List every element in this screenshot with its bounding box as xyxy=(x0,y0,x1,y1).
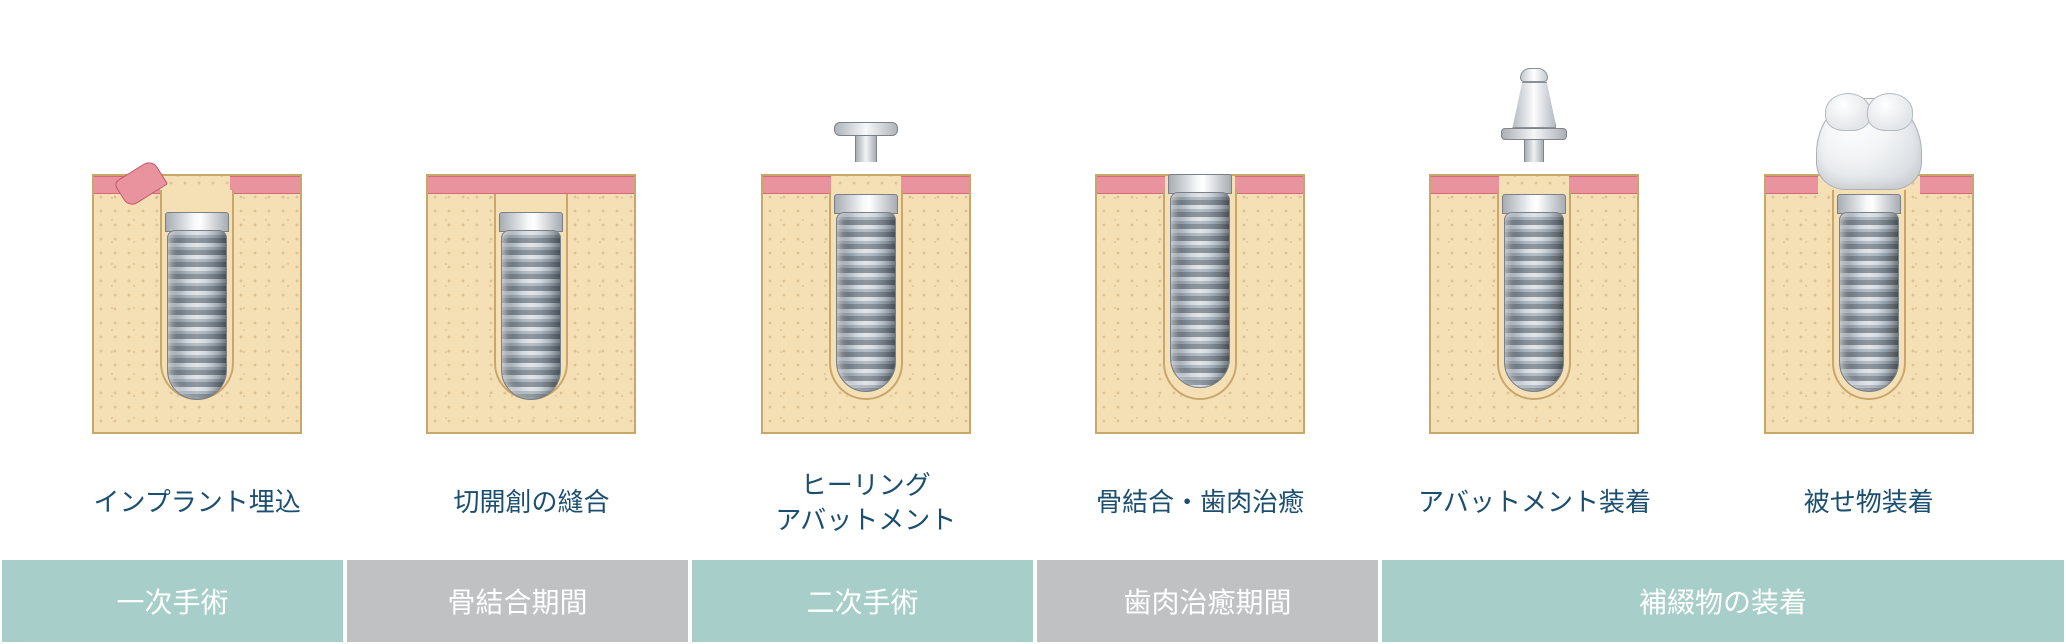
bone-block xyxy=(92,174,302,434)
phase-gum-healing: 歯肉治癒期間 xyxy=(1035,558,1380,644)
abutment-icon xyxy=(1501,68,1567,162)
gum-right xyxy=(1235,176,1303,194)
step-suture: 切開創の縫合 xyxy=(381,44,681,538)
implant-screw-icon xyxy=(1839,212,1899,392)
illustration xyxy=(1095,44,1305,434)
illustration xyxy=(426,44,636,434)
step-label: 被せ物装着 xyxy=(1804,468,1934,538)
implant-screw-icon xyxy=(501,230,561,400)
gum-left xyxy=(1097,176,1165,194)
step-label: 切開創の縫合 xyxy=(453,468,609,538)
implant-screw-icon xyxy=(167,230,227,400)
implant-collar-icon xyxy=(1502,194,1566,214)
gum-right xyxy=(1569,176,1637,194)
implant-collar-icon xyxy=(834,194,898,214)
illustration xyxy=(1429,44,1639,434)
gum-right xyxy=(230,176,300,194)
step-crown-placement: 被せ物装着 xyxy=(1719,44,2019,538)
step-label: 骨結合・歯肉治癒 xyxy=(1096,468,1304,538)
crown-icon xyxy=(1816,98,1922,190)
step-healing-abutment: ヒーリング アバットメント xyxy=(716,44,1016,538)
implant-collar-icon xyxy=(499,212,563,232)
phase-primary-surgery: 一次手術 xyxy=(0,558,345,644)
phase-secondary-surgery: 二次手術 xyxy=(690,558,1035,644)
gum-left xyxy=(1431,176,1499,194)
phase-osseo-period: 骨結合期間 xyxy=(345,558,690,644)
gum-left xyxy=(763,176,831,194)
illustration xyxy=(761,44,971,434)
implant-screw-icon xyxy=(1504,212,1564,392)
bone-block xyxy=(1095,174,1305,434)
implant-collar-icon xyxy=(165,212,229,232)
bone-block xyxy=(761,174,971,434)
gum-right xyxy=(901,176,969,194)
bone-block xyxy=(1429,174,1639,434)
step-osseointegration: 骨結合・歯肉治癒 xyxy=(1050,44,1350,538)
gum-left xyxy=(1766,176,1818,194)
gum-right xyxy=(1920,176,1972,194)
implant-screw-icon xyxy=(836,212,896,392)
bone-block xyxy=(1764,174,1974,434)
step-implant-placement: インプラント埋込 xyxy=(47,44,347,538)
gum-closed xyxy=(428,176,634,194)
implant-collar-icon xyxy=(1837,194,1901,214)
illustration xyxy=(92,44,302,434)
healing-abutment-icon xyxy=(834,122,898,162)
bone-block xyxy=(426,174,636,434)
step-label: ヒーリング アバットメント xyxy=(775,468,956,538)
timeline: 一次手術 骨結合期間 二次手術 歯肉治癒期間 補綴物の装着 xyxy=(0,558,2066,644)
step-abutment-connection: アバットメント装着 xyxy=(1384,44,1684,538)
phase-prosthesis: 補綴物の装着 xyxy=(1380,558,2066,644)
implant-collar-icon xyxy=(1168,174,1232,194)
step-label: アバットメント装着 xyxy=(1418,468,1651,538)
steps-row: インプラント埋込 切開創の縫合 xyxy=(0,0,2066,538)
illustration xyxy=(1764,44,1974,434)
implant-screw-icon xyxy=(1170,192,1230,388)
step-label: インプラント埋込 xyxy=(94,468,301,538)
